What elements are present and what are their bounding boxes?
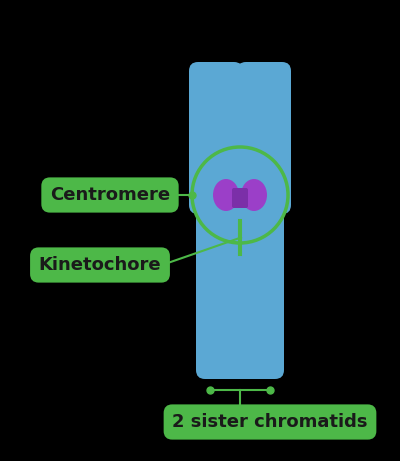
FancyBboxPatch shape [230,186,284,379]
Text: Centromere: Centromere [50,186,170,204]
FancyBboxPatch shape [232,188,248,208]
Ellipse shape [241,179,267,211]
Polygon shape [239,160,282,240]
Ellipse shape [213,179,239,211]
FancyBboxPatch shape [189,62,243,214]
FancyBboxPatch shape [237,62,291,214]
Text: 2 sister chromatids: 2 sister chromatids [172,413,368,431]
FancyBboxPatch shape [196,186,250,379]
Polygon shape [198,160,241,240]
Text: Kinetochore: Kinetochore [39,256,161,274]
Bar [239,220,241,255]
